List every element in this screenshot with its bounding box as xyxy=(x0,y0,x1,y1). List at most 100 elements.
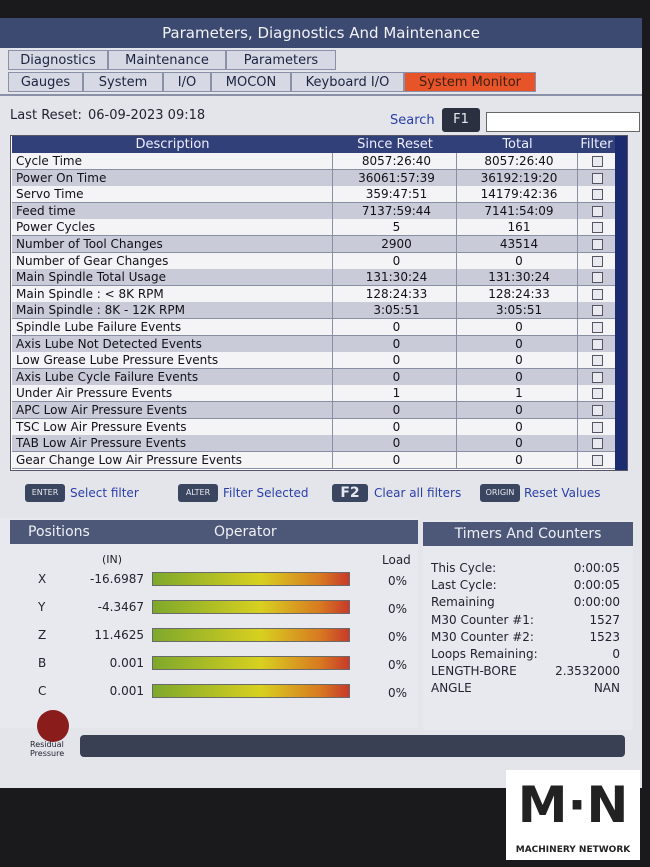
axis-value: -4.3467 xyxy=(97,600,144,614)
load-label: Load xyxy=(382,553,411,567)
table-cell: 43514 xyxy=(457,236,578,253)
table-cell: Number of Tool Changes xyxy=(12,236,333,253)
residual-label: Residual Pressure xyxy=(30,740,65,758)
key-cap: ORIGIN xyxy=(480,484,520,502)
search-box[interactable] xyxy=(486,112,640,132)
filter-checkbox[interactable] xyxy=(592,288,603,300)
timer-label: Last Cycle: xyxy=(431,578,497,593)
axis-name: Z xyxy=(38,628,47,642)
filter-checkbox[interactable] xyxy=(592,405,603,416)
load-value: 0% xyxy=(388,574,408,588)
filter-checkbox[interactable] xyxy=(592,305,603,317)
filter-checkbox[interactable] xyxy=(592,255,603,267)
table-cell: 0 xyxy=(333,335,457,353)
tab[interactable]: I/O xyxy=(163,72,211,92)
load-value: 0% xyxy=(388,658,408,672)
table-cell: 0 xyxy=(333,435,457,453)
tab[interactable]: System Monitor xyxy=(404,72,536,92)
search-key: F1 xyxy=(442,108,480,132)
panel xyxy=(0,94,642,96)
column-header: Description xyxy=(12,136,333,153)
table-cell: 131:30:24 xyxy=(333,269,457,287)
tab[interactable]: MOCON xyxy=(211,72,291,92)
table-cell: 0 xyxy=(457,368,578,386)
key-label[interactable]: Select filter xyxy=(70,486,139,500)
timer-label: ANGLE xyxy=(431,681,472,696)
table-cell: 0 xyxy=(333,451,457,469)
table-cell: 36192:19:20 xyxy=(457,169,578,187)
tab[interactable]: System xyxy=(83,72,163,92)
timer-value: 1523 xyxy=(589,629,620,644)
key-label[interactable]: Reset Values xyxy=(524,486,601,500)
table-cell: 0 xyxy=(333,252,457,270)
filter-checkbox[interactable] xyxy=(592,172,603,184)
filter-checkbox[interactable] xyxy=(592,239,603,250)
table-cell: Main Spindle : 8K - 12K RPM xyxy=(12,302,333,320)
table-cell: Number of Gear Changes xyxy=(12,252,333,270)
filter-checkbox[interactable] xyxy=(592,156,603,167)
table-cell: 0 xyxy=(333,319,457,336)
table-cell: Power Cycles xyxy=(12,219,333,237)
table-cell: Power On Time xyxy=(12,169,333,187)
table-cell: Low Grease Lube Pressure Events xyxy=(12,352,333,370)
tab[interactable]: Gauges xyxy=(8,72,83,92)
tab[interactable]: Keyboard I/O xyxy=(291,72,404,92)
status-bar xyxy=(80,735,625,757)
key-cap: ALTER xyxy=(178,484,218,502)
table-cell: Cycle Time xyxy=(12,153,333,170)
filter-checkbox[interactable] xyxy=(592,189,603,201)
timers-panel xyxy=(423,520,633,730)
tab[interactable]: Parameters xyxy=(226,50,336,70)
table-cell: 0 xyxy=(457,451,578,469)
timer-label: Remaining xyxy=(431,595,495,610)
filter-checkbox[interactable] xyxy=(592,272,603,284)
axis-name: Y xyxy=(38,600,46,614)
load-bar xyxy=(152,684,350,698)
table-cell: 0 xyxy=(457,252,578,270)
timer-value: NAN xyxy=(593,681,620,696)
filter-checkbox[interactable] xyxy=(592,421,603,433)
filter-checkbox[interactable] xyxy=(592,322,603,333)
table-cell: 2900 xyxy=(333,236,457,253)
timer-label: M30 Counter #2: xyxy=(431,629,534,644)
load-bar xyxy=(152,628,350,642)
load-bar xyxy=(152,572,350,586)
table-cell: Spindle Lube Failure Events xyxy=(12,319,333,336)
column-header: Total xyxy=(457,136,578,153)
table-cell: Feed time xyxy=(12,202,333,220)
table-cell: 161 xyxy=(457,219,578,237)
tab[interactable]: Maintenance xyxy=(108,50,226,70)
key-label[interactable]: Clear all filters xyxy=(374,486,462,500)
axis-value: 0.001 xyxy=(109,656,144,670)
filter-checkbox[interactable] xyxy=(592,355,603,367)
timer-label: This Cycle: xyxy=(431,561,497,575)
filter-checkbox[interactable] xyxy=(592,454,603,466)
watermark-logo: M·N xyxy=(517,776,629,834)
tab[interactable]: Diagnostics xyxy=(8,50,108,70)
table-cell: 0 xyxy=(457,402,578,419)
table-cell: 0 xyxy=(457,319,578,336)
last-reset-value: 06-09-2023 09:18 xyxy=(88,108,206,123)
table-cell: 0 xyxy=(457,435,578,453)
table-cell: 128:24:33 xyxy=(457,285,578,303)
table-cell: 36061:57:39 xyxy=(333,169,457,187)
load-value: 0% xyxy=(388,602,408,616)
filter-checkbox[interactable] xyxy=(592,205,603,217)
table-cell: 0 xyxy=(333,368,457,386)
table-cell: Gear Change Low Air Pressure Events xyxy=(12,451,333,469)
table-cell: APC Low Air Pressure Events xyxy=(12,402,333,419)
filter-checkbox[interactable] xyxy=(592,371,603,383)
key-label[interactable]: Filter Selected xyxy=(223,486,309,500)
filter-checkbox[interactable] xyxy=(592,338,603,350)
table-cell: 0 xyxy=(457,352,578,370)
watermark-text: MACHINERY NETWORK xyxy=(515,845,631,855)
filter-checkbox[interactable] xyxy=(592,438,603,450)
title-bar: Parameters, Diagnostics And Maintenance xyxy=(0,18,642,48)
filter-checkbox[interactable] xyxy=(592,388,603,400)
timer-value: 0:00:05 xyxy=(573,561,620,575)
filter-checkbox[interactable] xyxy=(592,222,603,234)
positions-header: Positions xyxy=(10,520,418,544)
load-bar xyxy=(152,656,350,670)
search-label: Search xyxy=(390,113,435,128)
timer-value: 0:00:00 xyxy=(573,595,620,610)
